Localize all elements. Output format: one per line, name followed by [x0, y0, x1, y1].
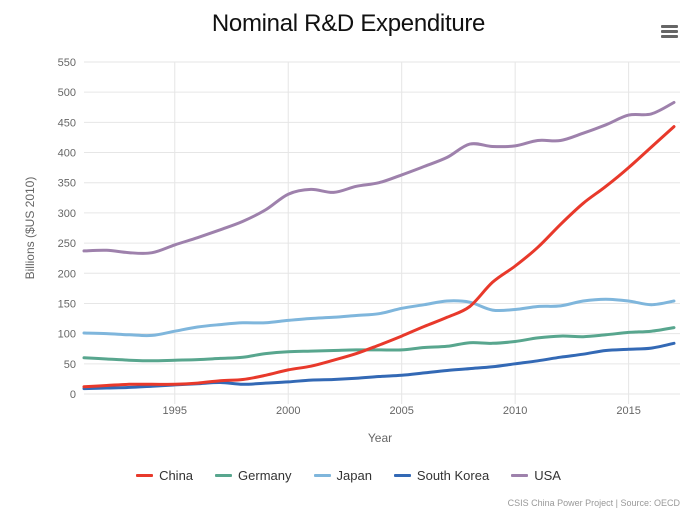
series-lines	[82, 100, 676, 391]
legend-label: Germany	[238, 468, 292, 483]
legend-item-japan[interactable]: Japan	[313, 468, 372, 483]
y-tick-label: 100	[58, 329, 76, 341]
legend-item-usa[interactable]: USA	[511, 468, 561, 483]
y-tick-label: 50	[64, 359, 76, 371]
legend-label: South Korea	[416, 468, 490, 483]
legend-label: China	[159, 468, 194, 483]
y-axis-ticks: 0 50 100 150 200 250 300 350 400 450 500 550	[58, 57, 76, 401]
x-tick-label: 2010	[503, 405, 527, 417]
x-tick-label: 1995	[163, 405, 187, 417]
x-tick-label: 2005	[389, 405, 413, 417]
series-line-china[interactable]	[82, 125, 676, 389]
x-axis-ticks: 1995 2000 2005 2010 2015	[163, 405, 641, 417]
grid	[84, 61, 680, 404]
series-line-germany[interactable]	[82, 326, 676, 363]
y-tick-label: 400	[58, 148, 76, 160]
x-tick-label: 2000	[276, 405, 300, 417]
y-tick-label: 300	[58, 208, 76, 220]
legend-label: Japan	[336, 468, 372, 483]
y-tick-label: 550	[58, 57, 76, 69]
x-axis-title: Year	[368, 431, 392, 445]
legend-swatch-usa	[511, 474, 529, 477]
y-tick-label: 350	[58, 178, 76, 190]
legend-item-south-korea[interactable]: South Korea	[393, 468, 490, 483]
legend-swatch-china	[136, 474, 154, 477]
legend-item-china[interactable]: China	[136, 468, 193, 483]
legend-item-germany[interactable]: Germany	[215, 468, 292, 483]
y-tick-label: 200	[58, 268, 76, 280]
chart-title: Nominal R&D Expenditure	[211, 10, 486, 37]
x-tick-label: 2015	[616, 405, 640, 417]
legend-swatch-south-korea	[393, 474, 411, 477]
legend-swatch-japan	[313, 474, 331, 477]
y-tick-label: 250	[58, 238, 76, 250]
legend: China Germany Japan South Korea USA	[0, 468, 697, 483]
y-tick-label: 0	[70, 389, 76, 401]
credits[interactable]: CSIS China Power Project | Source: OECD	[507, 498, 680, 508]
legend-swatch-germany	[215, 474, 233, 477]
series-line-japan[interactable]	[82, 297, 676, 338]
y-tick-label: 150	[58, 298, 76, 310]
y-tick-label: 500	[58, 87, 76, 99]
y-axis-title: Billions ($US 2010)	[23, 177, 37, 280]
y-tick-label: 450	[58, 117, 76, 129]
series-line-usa[interactable]	[82, 100, 676, 255]
legend-label: USA	[534, 468, 561, 483]
hamburger-menu-icon[interactable]	[661, 25, 678, 40]
